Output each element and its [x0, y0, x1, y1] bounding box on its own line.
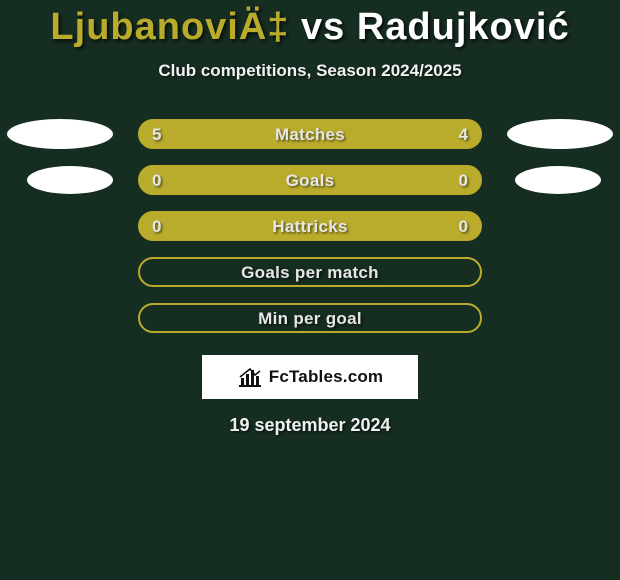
stat-row-goals-per-match: Goals per match [0, 257, 620, 303]
comparison-infographic: LjubanoviÄ‡ vs Radujković Club competiti… [0, 0, 620, 580]
stat-rows: 5 Matches 4 0 Goals 0 0 Hattricks 0 [0, 119, 620, 349]
stat-label: Goals per match [140, 263, 480, 283]
stat-label: Matches [140, 125, 480, 145]
subtitle: Club competitions, Season 2024/2025 [0, 61, 620, 81]
bar-chart-icon [237, 366, 263, 388]
stat-right-value: 0 [459, 217, 468, 237]
stat-pill: Goals per match [138, 257, 482, 287]
stat-row-matches: 5 Matches 4 [0, 119, 620, 165]
stat-pill: 0 Hattricks 0 [138, 211, 482, 241]
stat-label: Hattricks [140, 217, 480, 237]
brand-card: FcTables.com [202, 355, 418, 399]
stat-pill: 0 Goals 0 [138, 165, 482, 195]
right-disc [515, 166, 601, 194]
stat-right-value: 0 [459, 171, 468, 191]
brand-text: FcTables.com [269, 367, 384, 387]
stat-label: Min per goal [140, 309, 480, 329]
title-vs: vs [289, 6, 356, 48]
player-b-name: Radujković [357, 6, 570, 48]
stat-right-value: 4 [459, 125, 468, 145]
stat-pill: Min per goal [138, 303, 482, 333]
player-a-name: LjubanoviÄ‡ [50, 6, 289, 48]
left-disc [7, 119, 113, 149]
stat-row-hattricks: 0 Hattricks 0 [0, 211, 620, 257]
stat-label: Goals [140, 171, 480, 191]
stat-pill: 5 Matches 4 [138, 119, 482, 149]
left-disc [27, 166, 113, 194]
page-title: LjubanoviÄ‡ vs Radujković [0, 0, 620, 49]
right-disc [507, 119, 613, 149]
stat-row-goals: 0 Goals 0 [0, 165, 620, 211]
stat-row-min-per-goal: Min per goal [0, 303, 620, 349]
date-text: 19 september 2024 [0, 415, 620, 436]
